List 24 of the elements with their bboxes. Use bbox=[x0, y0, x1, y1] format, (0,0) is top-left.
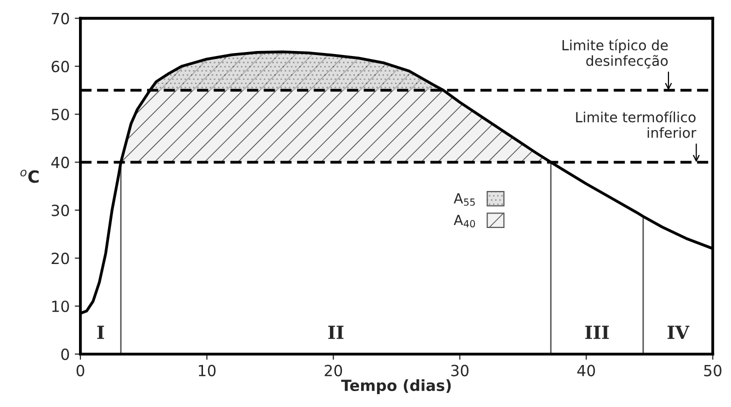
y-tick-label: 0 bbox=[61, 348, 69, 360]
x-tick-label: 30 bbox=[451, 364, 469, 376]
y-tick-label: 20 bbox=[52, 252, 69, 264]
y-tick-label: 30 bbox=[52, 204, 69, 216]
x-tick-label: 40 bbox=[577, 364, 595, 376]
y-tick-label: 70 bbox=[52, 12, 69, 24]
x-tick-label: 20 bbox=[324, 364, 342, 376]
y-tick-label: 60 bbox=[52, 60, 69, 72]
annotation: III bbox=[585, 326, 609, 339]
annotation: Limite típico de desinfecção bbox=[562, 39, 668, 68]
x-tick-label: 10 bbox=[198, 364, 216, 376]
legend-label: A$_{55}$ bbox=[454, 193, 475, 206]
x-tick-label: 50 bbox=[704, 364, 722, 376]
x-axis-title: Tempo (dias) bbox=[341, 379, 451, 394]
annotation: Limite termofílico inferior bbox=[576, 111, 696, 138]
y-tick-label: 40 bbox=[51, 156, 69, 168]
annotation: I bbox=[97, 326, 104, 339]
y-axis-title: $^{o}$C bbox=[20, 170, 39, 183]
y-tick-label: 10 bbox=[52, 300, 69, 312]
annotation: II bbox=[328, 326, 344, 339]
legend-label: A$_{40}$ bbox=[454, 214, 475, 228]
annotation: IV bbox=[668, 326, 690, 339]
y-tick-label: 50 bbox=[52, 108, 69, 120]
x-tick-label: 0 bbox=[76, 364, 84, 376]
